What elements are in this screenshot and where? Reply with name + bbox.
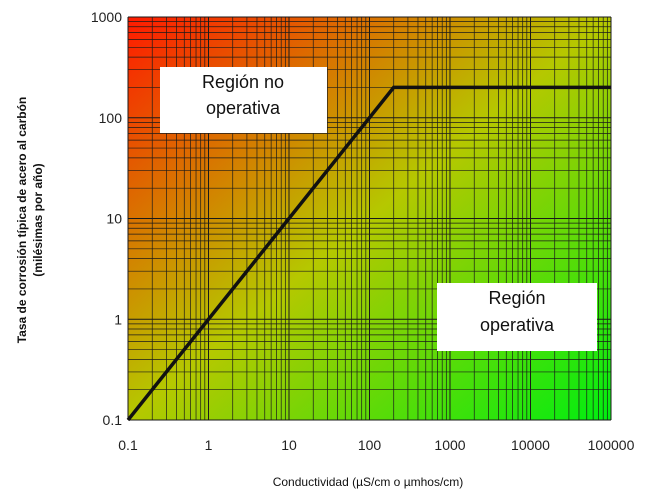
annotation-operative-line1: Región [488, 288, 545, 308]
x-tick-label: 10000 [511, 437, 550, 453]
annotation-operative-line2: operativa [480, 315, 555, 335]
y-axis-title: Tasa de corrosión típica de acero al car… [15, 97, 45, 344]
annotation-operative: Región operativa [437, 283, 597, 351]
annotation-non-operative: Región no operativa [160, 67, 327, 133]
x-tick-label: 0.1 [118, 437, 138, 453]
annotation-box-operative [437, 283, 597, 351]
x-tick-labels: 0.1 1 10 100 1000 10000 100000 [118, 437, 634, 453]
y-tick-label: 0.1 [103, 412, 123, 428]
y-tick-labels: 0.1 1 10 100 1000 [91, 9, 122, 428]
x-tick-label: 100000 [588, 437, 635, 453]
x-axis-title: Conductividad (µS/cm o µmhos/cm) [273, 475, 464, 489]
y-axis-title-line1: Tasa de corrosión típica de acero al car… [15, 97, 29, 344]
annotation-non-operative-line2: operativa [206, 98, 281, 118]
y-tick-label: 100 [99, 110, 123, 126]
x-tick-label: 1 [205, 437, 213, 453]
y-tick-label: 10 [106, 211, 122, 227]
annotation-box-non-operative [160, 67, 327, 133]
x-tick-label: 100 [358, 437, 382, 453]
annotation-non-operative-line1: Región no [202, 72, 284, 92]
y-axis-title-line2: (milésimas por año) [31, 163, 45, 276]
corrosion-series-line [126, 85, 611, 422]
x-tick-label: 1000 [434, 437, 465, 453]
y-tick-label: 1 [114, 311, 122, 327]
x-tick-label: 10 [281, 437, 297, 453]
y-tick-label: 1000 [91, 9, 122, 25]
